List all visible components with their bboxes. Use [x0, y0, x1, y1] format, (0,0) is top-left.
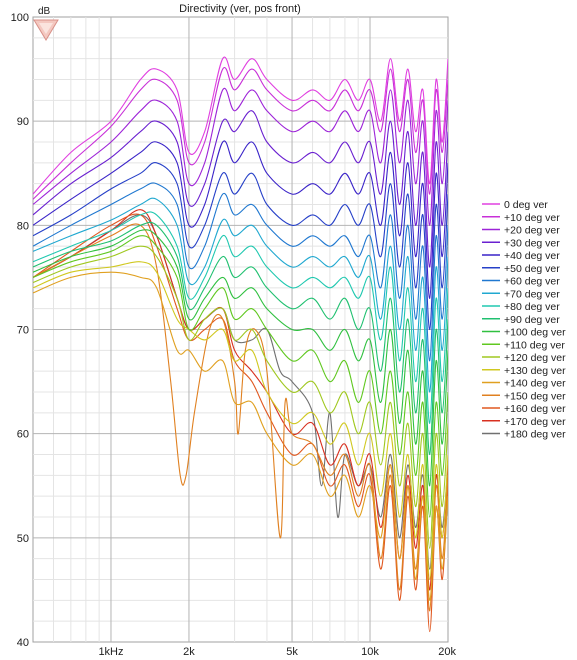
- legend-label: +110 deg ver: [504, 339, 565, 351]
- series-line-17: [33, 209, 448, 591]
- y-tick-label: 50: [17, 533, 29, 545]
- chart-title: Directivity (ver, pos front): [179, 3, 301, 15]
- legend-label: +170 deg ver: [504, 416, 566, 428]
- series-layer: [33, 56, 448, 633]
- y-tick-label: 70: [17, 325, 29, 337]
- series-line-0: [33, 56, 448, 195]
- legend-label: +70 deg ver: [504, 288, 560, 300]
- legend-label: +20 deg ver: [504, 225, 560, 237]
- x-tick-label: 5k: [286, 646, 298, 658]
- x-tick-label: 20k: [438, 646, 456, 658]
- legend-label: +90 deg ver: [504, 314, 560, 326]
- series-line-6: [33, 182, 448, 362]
- legend-label: +80 deg ver: [504, 301, 560, 313]
- x-tick-label: 10k: [361, 646, 379, 658]
- legend-label: +150 deg ver: [504, 390, 566, 402]
- series-line-14: [33, 271, 448, 601]
- series-line-16: [33, 213, 448, 633]
- legend-label: +10 deg ver: [504, 212, 560, 224]
- y-tick-label: 40: [17, 637, 29, 649]
- y-axis-unit-label: dB: [38, 6, 51, 17]
- legend-label: +140 deg ver: [504, 378, 566, 390]
- series-line-7: [33, 197, 448, 393]
- x-tick-label: 2k: [183, 646, 195, 658]
- legend-label: +100 deg ver: [504, 327, 566, 339]
- series-line-1: [33, 66, 448, 200]
- y-tick-label: 90: [17, 116, 29, 128]
- legend-label: +50 deg ver: [504, 263, 560, 275]
- series-line-11: [33, 235, 448, 518]
- series-line-3: [33, 110, 448, 268]
- legend-label: +40 deg ver: [504, 250, 560, 262]
- series-line-13: [33, 261, 448, 581]
- y-tick-label: 100: [11, 12, 29, 24]
- logo-icon: [33, 19, 59, 41]
- series-line-15: [33, 223, 448, 612]
- x-tick-label: 1kHz: [98, 646, 123, 658]
- series-line-4: [33, 140, 448, 299]
- legend-label: +130 deg ver: [504, 365, 566, 377]
- legend-label: 0 deg ver: [504, 199, 548, 211]
- legend-label: +160 deg ver: [504, 403, 566, 415]
- legend-label: +30 deg ver: [504, 237, 560, 249]
- y-tick-label: 60: [17, 429, 29, 441]
- series-line-12: [33, 245, 448, 549]
- series-line-8: [33, 211, 448, 424]
- y-tick-label: 80: [17, 220, 29, 232]
- series-line-5: [33, 162, 448, 331]
- legend-label: +120 deg ver: [504, 352, 566, 364]
- series-line-10: [33, 229, 448, 487]
- legend-label: +180 deg ver: [504, 429, 566, 441]
- series-line-9: [33, 221, 448, 456]
- series-line-2: [33, 87, 448, 226]
- legend-label: +60 deg ver: [504, 276, 560, 288]
- axis-labels: 40 50 60 70 80 90 100 1kHz 2k 5k 10k 20k: [11, 12, 457, 658]
- legend: 0 deg ver+10 deg ver+20 deg ver+30 deg v…: [482, 199, 566, 441]
